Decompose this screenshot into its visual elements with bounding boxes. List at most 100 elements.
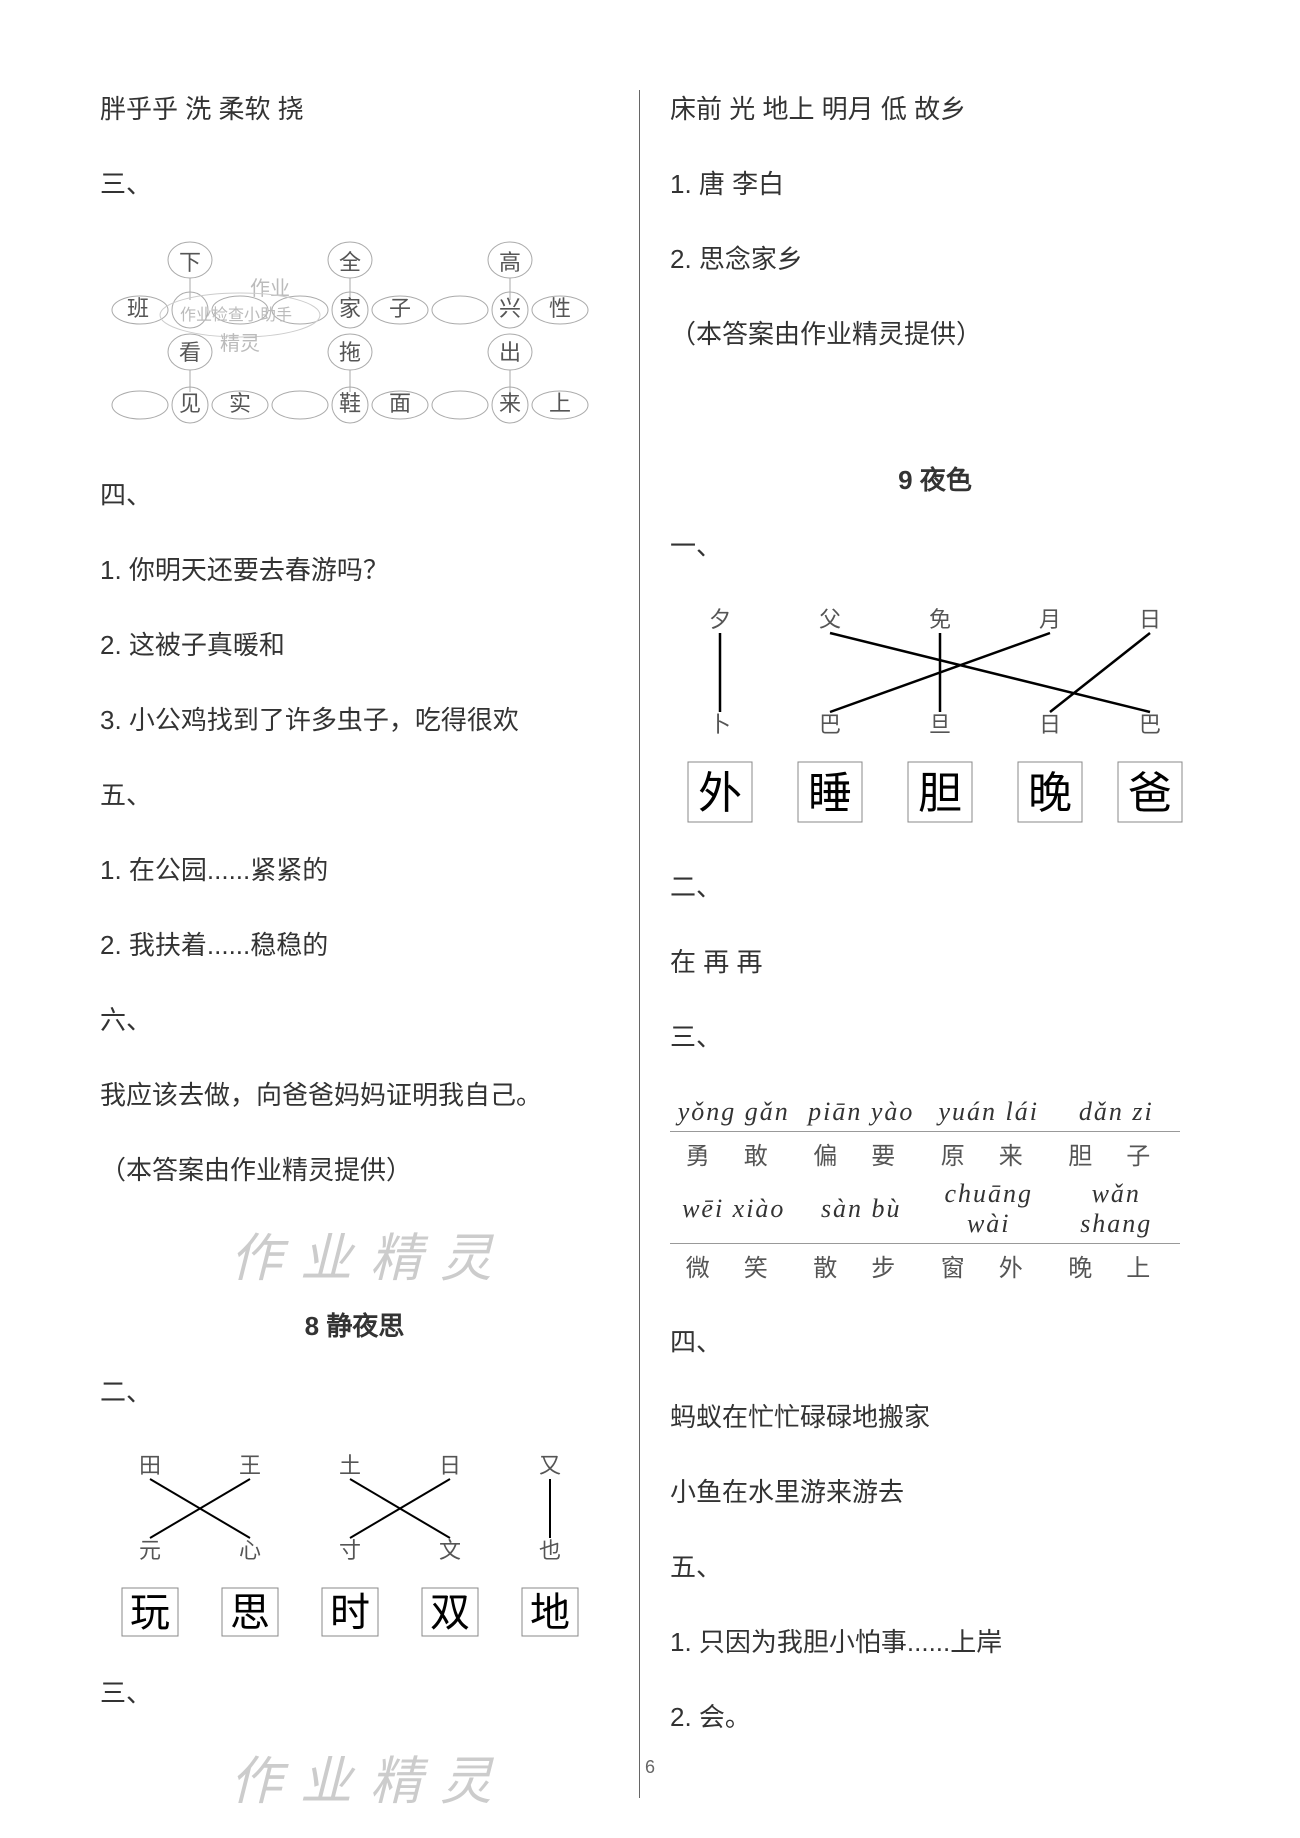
- hanzi-cell: 胆 子: [1053, 1132, 1181, 1176]
- section-marker: 四、: [100, 476, 609, 515]
- match-bottom-char: 卜: [709, 712, 731, 737]
- section-marker: 六、: [100, 1001, 609, 1040]
- match-bottom-char: 心: [239, 1538, 261, 1563]
- text-line: 在 再 再: [670, 943, 1200, 982]
- match-top-char: 日: [439, 1453, 461, 1478]
- pinyin-cell: wǎn shang: [1053, 1175, 1181, 1244]
- text-line: 蚂蚁在忙忙碌碌地搬家: [670, 1398, 1200, 1437]
- flower-char: 下: [179, 250, 201, 275]
- match-bottom-char: 巴: [819, 712, 841, 737]
- match-bottom-char: 巴: [1139, 712, 1161, 737]
- text-line: 2. 会。: [670, 1698, 1200, 1737]
- pinyin-cell: wēi xiào: [670, 1175, 798, 1244]
- box-char: 双: [430, 1590, 470, 1635]
- lesson-title: 8 静夜思: [100, 1306, 609, 1343]
- match-top-char: 日: [1139, 607, 1161, 632]
- box-char: 思: [230, 1590, 270, 1635]
- matching-diagram-9: 夕父免月日 卜巴旦日巴 外睡胆晚爸: [670, 602, 1200, 832]
- lesson-title: 9 夜色: [670, 460, 1200, 497]
- pinyin-cell: piān yào: [798, 1093, 926, 1132]
- provider-note: （本答案由作业精灵提供）: [670, 315, 1200, 354]
- leaf-char: 兴: [499, 296, 521, 321]
- match-top-char: 月: [1039, 607, 1061, 632]
- hanzi-cell: 窗 外: [925, 1244, 1053, 1288]
- match-bottom-char: 也: [539, 1538, 561, 1563]
- flower-diagram: 下 全 高 班 家 子: [100, 240, 609, 440]
- leaf-char: 来: [499, 391, 521, 416]
- match-bottom-char: 元: [139, 1538, 161, 1563]
- section-marker: 三、: [670, 1018, 1200, 1057]
- flower-char: 看: [179, 340, 201, 365]
- leaf-char: 鞋: [339, 391, 361, 416]
- section-marker: 五、: [670, 1548, 1200, 1587]
- hanzi-cell: 勇 敢: [670, 1132, 798, 1176]
- page-number: 6: [645, 1757, 655, 1778]
- pinyin-table: yǒng gǎn piān yào yuán lái dǎn zi 勇 敢 偏 …: [670, 1093, 1180, 1287]
- text-line: 2. 这被子真暖和: [100, 626, 609, 665]
- leaf-char: 实: [229, 391, 251, 416]
- section-marker: 三、: [100, 165, 609, 204]
- text-line: 1. 只因为我胆小怕事......上岸: [670, 1623, 1200, 1662]
- leaf-char: 家: [339, 296, 361, 321]
- section-marker: 二、: [670, 868, 1200, 907]
- match-bottom-char: 寸: [339, 1538, 361, 1563]
- text-line: 我应该去做，向爸爸妈妈证明我自己。: [100, 1076, 609, 1115]
- section-marker: 四、: [670, 1323, 1200, 1362]
- text-line: 床前 光 地上 明月 低 故乡: [670, 90, 1200, 129]
- text-line: 2. 我扶着......稳稳的: [100, 926, 609, 965]
- match-bottom-char: 旦: [929, 712, 951, 737]
- text-line: 2. 思念家乡: [670, 240, 1200, 279]
- pinyin-cell: yuán lái: [925, 1093, 1053, 1132]
- flower-char: 全: [339, 250, 361, 275]
- matching-diagram-8: 田 王 土 日 又 元 心 寸 文 也 玩 思 时 双 地: [100, 1448, 609, 1638]
- pinyin-cell: dǎn zi: [1053, 1093, 1181, 1132]
- pinyin-cell: sàn bù: [798, 1175, 926, 1244]
- match-top-char: 田: [139, 1453, 161, 1478]
- left-column: 胖乎乎 洗 柔软 挠 三、 下 全 高 班: [100, 90, 640, 1798]
- text-line: 胖乎乎 洗 柔软 挠: [100, 90, 609, 129]
- box-char: 睡: [808, 769, 852, 818]
- text-line: 小鱼在水里游来游去: [670, 1473, 1200, 1512]
- leaf-char: 上: [549, 391, 571, 416]
- leaf-char: 子: [389, 296, 411, 321]
- text-line: 1. 唐 李白: [670, 165, 1200, 204]
- match-top-char: 免: [929, 607, 951, 632]
- box-char: 外: [698, 769, 742, 818]
- box-char: 晚: [1028, 769, 1072, 818]
- box-char: 玩: [130, 1590, 170, 1635]
- section-marker: 一、: [670, 527, 1200, 566]
- flower-char: 拖: [339, 340, 361, 365]
- match-top-char: 土: [339, 1453, 361, 1478]
- text-line: 3. 小公鸡找到了许多虫子，吃得很欢: [100, 701, 609, 740]
- match-top-char: 又: [539, 1453, 561, 1478]
- right-column: 床前 光 地上 明月 低 故乡 1. 唐 李白 2. 思念家乡 （本答案由作业精…: [640, 90, 1200, 1798]
- watermark-text: 精灵: [220, 332, 260, 355]
- section-marker: 三、: [100, 1674, 609, 1713]
- columns: 胖乎乎 洗 柔软 挠 三、 下 全 高 班: [100, 90, 1200, 1798]
- hanzi-cell: 晚 上: [1053, 1244, 1181, 1288]
- match-top-char: 夕: [709, 607, 731, 632]
- section-marker: 二、: [100, 1373, 609, 1412]
- leaf-char: 面: [389, 391, 411, 416]
- box-char: 地: [530, 1590, 570, 1635]
- match-bottom-char: 文: [439, 1538, 461, 1563]
- hanzi-cell: 微 笑: [670, 1244, 798, 1288]
- text-line: 1. 在公园......紧紧的: [100, 851, 609, 890]
- pinyin-cell: chuāng wài: [925, 1175, 1053, 1244]
- match-top-char: 王: [239, 1453, 261, 1478]
- flower-char: 高: [499, 250, 521, 275]
- match-bottom-char: 日: [1039, 712, 1061, 737]
- section-marker: 五、: [100, 776, 609, 815]
- box-char: 爸: [1128, 769, 1172, 818]
- leaf-char: 性: [549, 296, 571, 321]
- pinyin-cell: yǒng gǎn: [670, 1093, 798, 1132]
- text-line: 1. 你明天还要去春游吗？: [100, 551, 609, 590]
- match-top-char: 父: [819, 607, 841, 632]
- hanzi-cell: 偏 要: [798, 1132, 926, 1176]
- leaf-char: 见: [179, 391, 201, 416]
- watermark-text: 作业检查小助手: [180, 306, 292, 324]
- box-char: 胆: [918, 769, 962, 818]
- box-char: 时: [330, 1590, 370, 1635]
- watermark: 作业精灵: [230, 1216, 510, 1291]
- flower-char: 出: [499, 340, 521, 365]
